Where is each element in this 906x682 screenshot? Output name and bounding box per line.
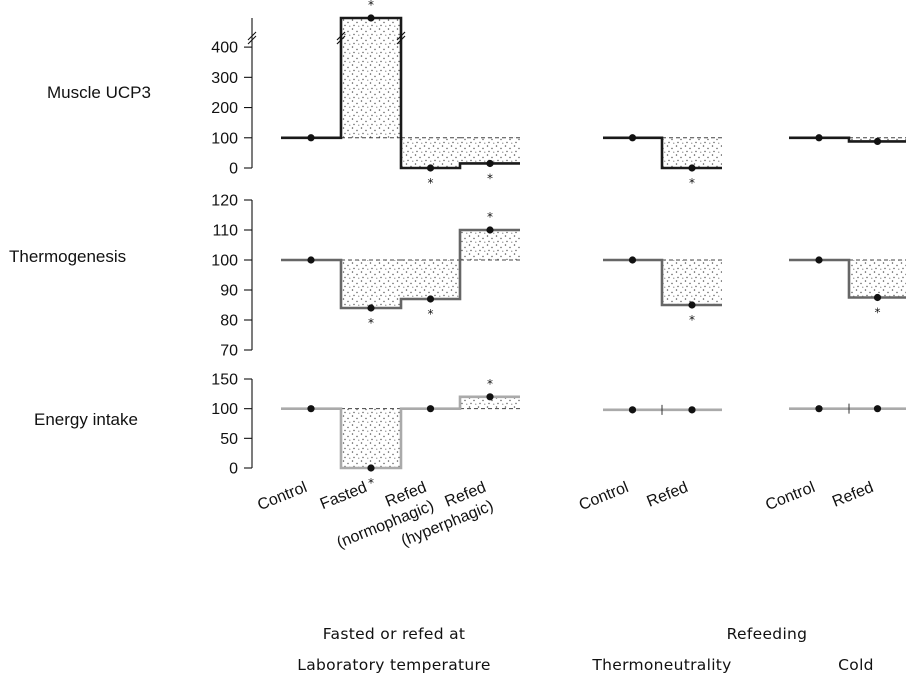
deviation-fill (849, 260, 906, 298)
data-point (426, 405, 435, 413)
y-tick-label: 120 (211, 193, 238, 210)
x-category-label-line: Control (763, 479, 817, 514)
data-point (688, 301, 696, 309)
y-tick-label: 80 (220, 313, 238, 330)
x-category-label: Control (577, 479, 631, 514)
data-point (815, 405, 823, 413)
data-point (426, 164, 435, 172)
data-points: * * * * * * * * * * * (307, 0, 882, 490)
bar-break-mark (336, 31, 346, 41)
footer-right-line1: Refeeding (727, 625, 808, 643)
deviation-fill (341, 260, 401, 308)
y-tick-label: 150 (211, 372, 238, 389)
x-category-label: Control (763, 479, 817, 514)
significance-star: * (875, 306, 881, 320)
data-point (367, 304, 375, 312)
deviation-fills (341, 18, 906, 468)
y-tick-label: 90 (220, 283, 238, 300)
data-point (628, 134, 637, 142)
x-category-label: Control (255, 479, 309, 514)
footer-left-line1: Fasted or refed at (323, 625, 466, 643)
data-point (367, 464, 375, 472)
panel-label-muscle-ucp3: Muscle UCP3 (47, 83, 151, 102)
deviation-fill (341, 18, 401, 138)
significance-star: * (428, 307, 434, 321)
x-category-label: Fasted (318, 479, 370, 513)
series-step-line (281, 395, 520, 470)
x-category-label-line: Control (255, 479, 309, 514)
y-tick-label: 100 (211, 130, 238, 147)
x-category-label-line: Refed (830, 479, 876, 511)
x-category-label-line: Fasted (318, 479, 370, 513)
data-point (628, 406, 637, 414)
significance-star: * (428, 176, 434, 190)
significance-star: * (487, 210, 493, 224)
significance-star: * (487, 171, 493, 185)
data-point (873, 137, 882, 146)
data-point (367, 14, 375, 22)
x-category-label: Refed (830, 479, 876, 511)
footer-left-line2: Laboratory temperature (297, 656, 490, 674)
y-tick-label: 70 (220, 343, 238, 360)
axis-break-mark (247, 31, 257, 41)
deviation-fill (401, 260, 460, 299)
deviation-fill (460, 137, 520, 164)
significance-star: * (487, 377, 493, 391)
x-category-label-line: Refed (645, 479, 691, 511)
deviation-fill (460, 396, 520, 409)
data-point (815, 134, 823, 142)
data-point (307, 134, 315, 142)
data-point (307, 256, 315, 264)
axes (244, 18, 257, 469)
data-point (815, 256, 823, 264)
bar-break-mark (336, 35, 346, 45)
deviation-fill (341, 408, 401, 468)
data-point (628, 256, 637, 264)
bar-break-mark (396, 35, 406, 45)
y-tick-label: 400 (211, 40, 238, 57)
data-point (307, 405, 315, 413)
series-step-line (281, 228, 520, 310)
data-point (486, 226, 494, 234)
y-tick-label: 50 (220, 431, 238, 448)
y-tick-label: 100 (211, 401, 238, 418)
panel-label-energy-intake: Energy intake (34, 410, 138, 429)
data-point (486, 393, 494, 401)
series-step-line (281, 16, 520, 170)
x-category-label-line: Control (577, 479, 631, 514)
x-category-label: Refed (645, 479, 691, 511)
significance-star: * (689, 176, 695, 190)
significance-star: * (689, 313, 695, 327)
deviation-fill (401, 137, 460, 168)
deviation-fill (662, 260, 722, 305)
footer-right-line2a: Thermoneutrality (591, 656, 731, 674)
data-point (873, 293, 882, 302)
data-point (688, 164, 696, 172)
data-point (688, 406, 696, 414)
y-tick-label: 110 (212, 223, 238, 240)
y-tick-label: 0 (229, 161, 238, 178)
labels: 0 100 200 300 400 70 80 90 100 110 120 0 50 100 150 Con… (211, 40, 876, 552)
data-point (486, 159, 494, 168)
significance-star: * (368, 316, 374, 330)
significance-star: * (368, 0, 374, 12)
significance-star: * (368, 476, 374, 490)
data-point (426, 295, 435, 303)
axis-break-mark (247, 35, 257, 45)
y-tick-label: 100 (211, 253, 238, 270)
y-tick-label: 0 (229, 461, 238, 478)
footer-right-line2b: Cold (838, 656, 874, 674)
y-tick-label: 300 (211, 70, 238, 87)
deviation-fill (662, 137, 722, 168)
data-point (873, 405, 882, 413)
bar-break-mark (396, 31, 406, 41)
y-tick-label: 200 (211, 100, 238, 117)
deviation-fill (460, 230, 520, 260)
panel-label-thermogenesis: Thermogenesis (9, 247, 126, 266)
